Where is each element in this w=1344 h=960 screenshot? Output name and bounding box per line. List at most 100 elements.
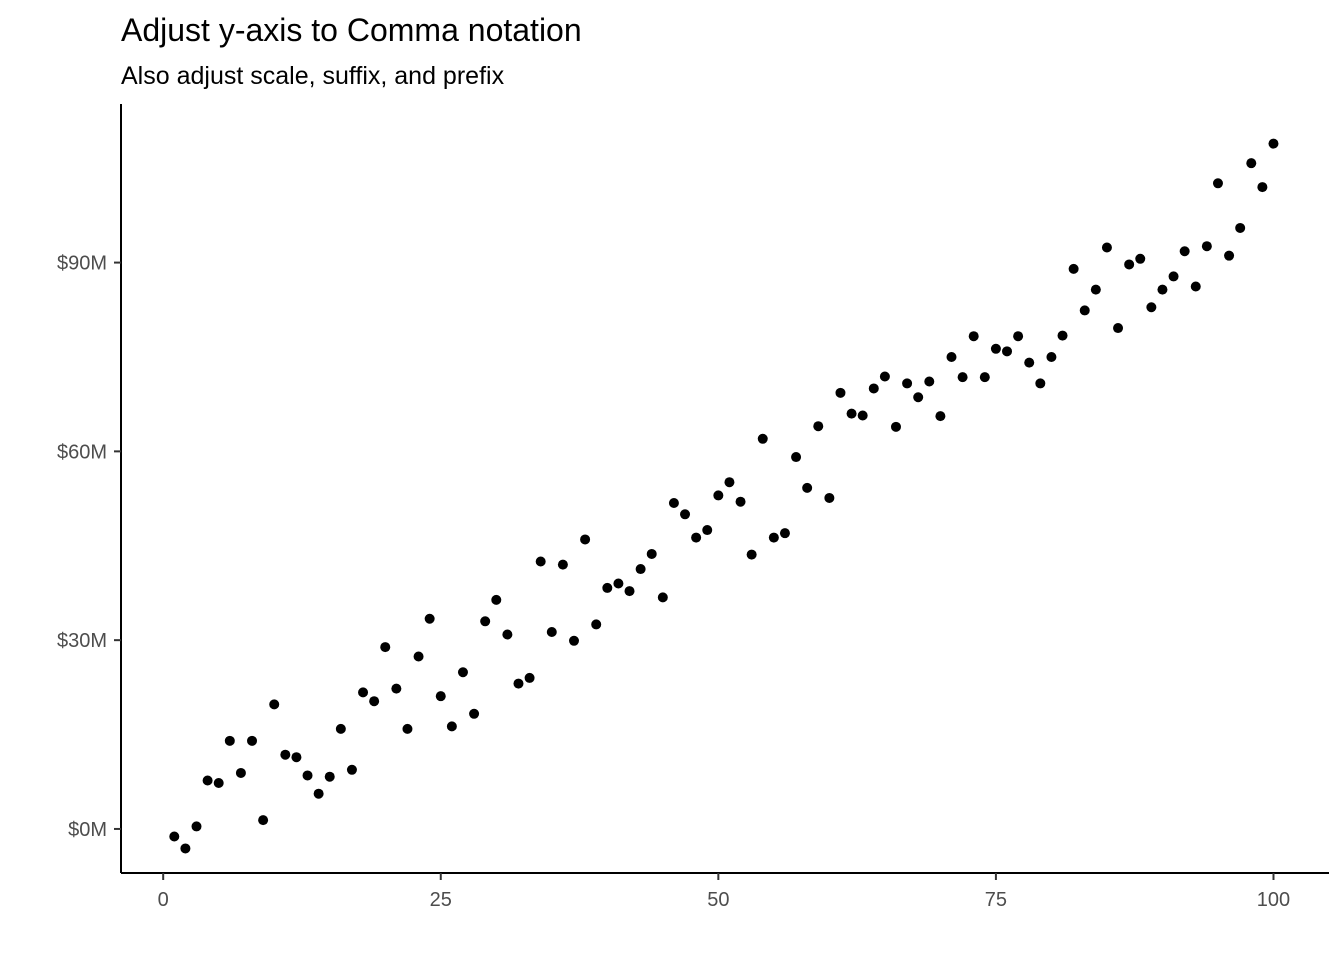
data-point [968, 331, 979, 342]
data-point [1235, 222, 1246, 233]
data-point [613, 578, 624, 589]
data-point [680, 509, 691, 520]
data-point [269, 699, 280, 710]
data-point [1090, 284, 1101, 295]
data-point [957, 372, 968, 383]
data-point [313, 788, 324, 799]
data-point [1113, 323, 1124, 334]
y-tick-label: $30M [57, 630, 107, 652]
data-point [180, 843, 191, 854]
data-point [435, 691, 446, 702]
data-point [846, 408, 857, 419]
data-point [557, 559, 568, 570]
data-point [713, 490, 724, 501]
data-point [1024, 357, 1035, 368]
data-point [924, 376, 935, 387]
data-point [668, 497, 679, 508]
data-point [480, 616, 491, 627]
data-point [1146, 302, 1157, 313]
data-point [868, 383, 879, 394]
data-point [1124, 259, 1135, 270]
data-point [469, 708, 480, 719]
data-point [513, 678, 524, 689]
data-point [913, 392, 924, 403]
data-point [635, 564, 646, 575]
data-point [857, 410, 868, 421]
data-point [546, 626, 557, 637]
data-point [202, 775, 213, 786]
data-point [224, 735, 235, 746]
data-point [946, 351, 957, 362]
data-point [258, 815, 269, 826]
data-point [724, 477, 735, 488]
data-point [1101, 242, 1112, 253]
data-point [291, 752, 302, 763]
data-point [835, 387, 846, 398]
data-point [1224, 250, 1235, 261]
data-point [424, 613, 435, 624]
data-point [235, 767, 246, 778]
data-point [391, 683, 402, 694]
data-point [1157, 284, 1168, 295]
data-point [979, 372, 990, 383]
data-point [813, 421, 824, 432]
data-point [791, 452, 802, 463]
data-point [569, 635, 579, 646]
data-point [768, 532, 779, 543]
data-point [324, 771, 335, 782]
data-point [580, 534, 591, 545]
data-point [491, 594, 502, 605]
data-point [213, 778, 224, 789]
data-point [524, 672, 535, 683]
chart-subtitle: Also adjust scale, suffix, and prefix [121, 62, 505, 90]
data-point [757, 433, 768, 444]
data-point [735, 496, 746, 507]
y-tick-label: $60M [57, 441, 107, 463]
x-tick-label: 100 [1257, 889, 1290, 911]
data-point [1168, 271, 1179, 282]
data-point [346, 764, 357, 775]
data-point [402, 723, 413, 734]
data-point [358, 687, 369, 698]
data-point [380, 642, 391, 653]
data-point [1246, 158, 1257, 169]
data-point [691, 532, 702, 543]
x-tick-label: 75 [985, 889, 1007, 911]
data-point [1179, 246, 1190, 257]
data-point [602, 582, 613, 593]
data-point [824, 492, 835, 503]
data-point [879, 371, 890, 382]
data-point [1013, 331, 1024, 342]
data-point [802, 482, 813, 493]
data-point [902, 378, 913, 389]
data-point [657, 592, 668, 603]
data-point [335, 723, 346, 734]
data-point [457, 667, 468, 678]
data-point [535, 556, 546, 567]
data-point [1046, 351, 1057, 362]
data-point [247, 735, 258, 746]
data-point [990, 343, 1001, 354]
data-point [1068, 263, 1079, 274]
x-tick-label: 50 [707, 889, 729, 911]
data-point [1268, 138, 1279, 149]
data-point [446, 721, 457, 732]
x-tick-label: 25 [430, 889, 452, 911]
data-point [890, 421, 901, 432]
axes: 0 25 50 75 100 $0M $30M $60M $90M [57, 104, 1329, 911]
data-point [1057, 330, 1068, 341]
data-point [169, 831, 180, 842]
data-point [779, 528, 790, 539]
data-point [1201, 241, 1212, 252]
data-point [369, 696, 380, 707]
chart-title: Adjust y-axis to Comma notation [121, 12, 582, 48]
data-point [746, 549, 757, 560]
data-point [624, 586, 635, 597]
data-point [591, 619, 602, 630]
data-point [191, 821, 202, 832]
data-point [1079, 305, 1090, 316]
data-point [1135, 253, 1146, 264]
data-point [280, 749, 291, 760]
data-point [1257, 182, 1268, 193]
